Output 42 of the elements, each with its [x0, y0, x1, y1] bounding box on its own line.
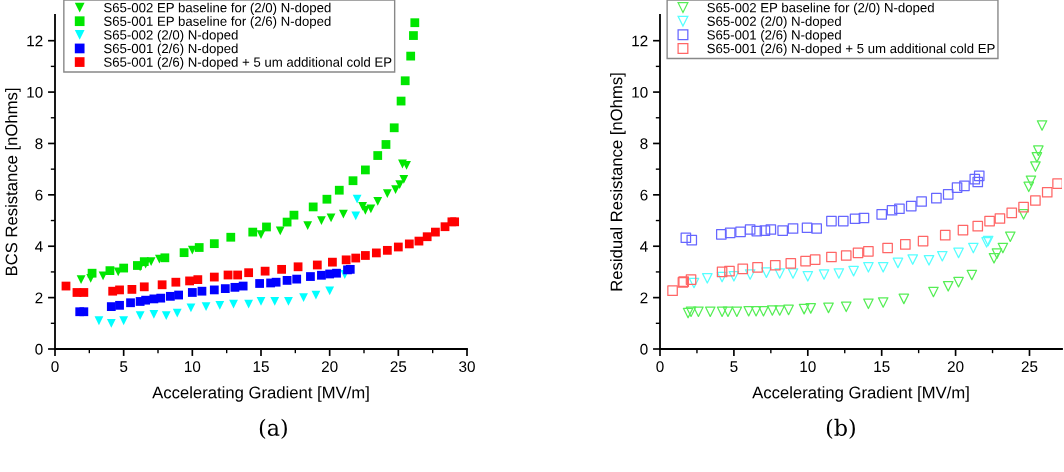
y-tick-label: 4: [640, 241, 648, 252]
legend-label: S65-001 (2/6) N-doped + 5 um additional cold EP: [707, 43, 995, 56]
x-axis-title: Accelerating Gradient [MV/m]: [152, 386, 369, 402]
y-tick-label: 8: [640, 138, 648, 150]
y-axis-title: BCS Resistance [nOhms]: [5, 88, 21, 276]
legend-label: S65-002 EP baseline for (2/0) N-doped: [104, 2, 331, 15]
x-tick-label: 5: [120, 361, 128, 373]
y-tick-label: 10: [632, 86, 648, 98]
y-tick-label: 8: [35, 138, 43, 150]
x-tick-label: 30: [459, 361, 475, 373]
x-axis-title: Accelerating Gradient [MV/m]: [752, 386, 969, 402]
legend-label: S65-002 (2/0) N-doped: [707, 16, 841, 29]
y-tick-label: 2: [35, 292, 43, 304]
y-tick-label: 0: [640, 343, 648, 355]
x-tick-label: 0: [656, 361, 664, 373]
x-tick-label: 5: [730, 361, 738, 373]
y-tick-label: 6: [35, 189, 43, 201]
x-tick-label: 25: [390, 361, 407, 373]
y-tick-label: 12: [632, 35, 648, 47]
y-tick-label: 4: [35, 241, 43, 252]
legend-label: S65-001 (2/6) N-doped: [104, 43, 238, 56]
x-tick-label: 0: [51, 361, 59, 373]
y-axis-title: Residual Resistance [nOhms]: [610, 73, 626, 291]
legend-label: S65-001 (2/6) N-doped: [707, 29, 841, 43]
x-tick-label: 20: [321, 361, 338, 373]
x-tick-label: 15: [874, 361, 890, 373]
text: (a): [259, 418, 287, 440]
x-tick-label: 10: [800, 361, 816, 373]
y-tick-label: 0: [35, 343, 43, 355]
y-tick-label: 2: [640, 292, 648, 304]
text: (b): [826, 418, 855, 440]
legend-label: S65-001 (2/6) N-doped + 5 um additional cold EP: [104, 57, 392, 70]
y-tick-label: 10: [27, 86, 43, 98]
x-tick-label: 10: [185, 361, 201, 373]
legend-label: S65-002 (2/0) N-doped: [104, 29, 238, 43]
legend-label: S65-002 EP baseline for (2/0) N-doped: [707, 2, 934, 15]
x-tick-label: 20: [947, 361, 964, 373]
x-tick-label: 25: [1021, 361, 1038, 373]
x-tick-label: 15: [253, 361, 269, 373]
legend-label: S65-001 EP baseline for (2/6) N-doped: [104, 16, 331, 29]
y-tick-label: 6: [640, 189, 648, 201]
y-tick-label: 12: [27, 35, 43, 47]
